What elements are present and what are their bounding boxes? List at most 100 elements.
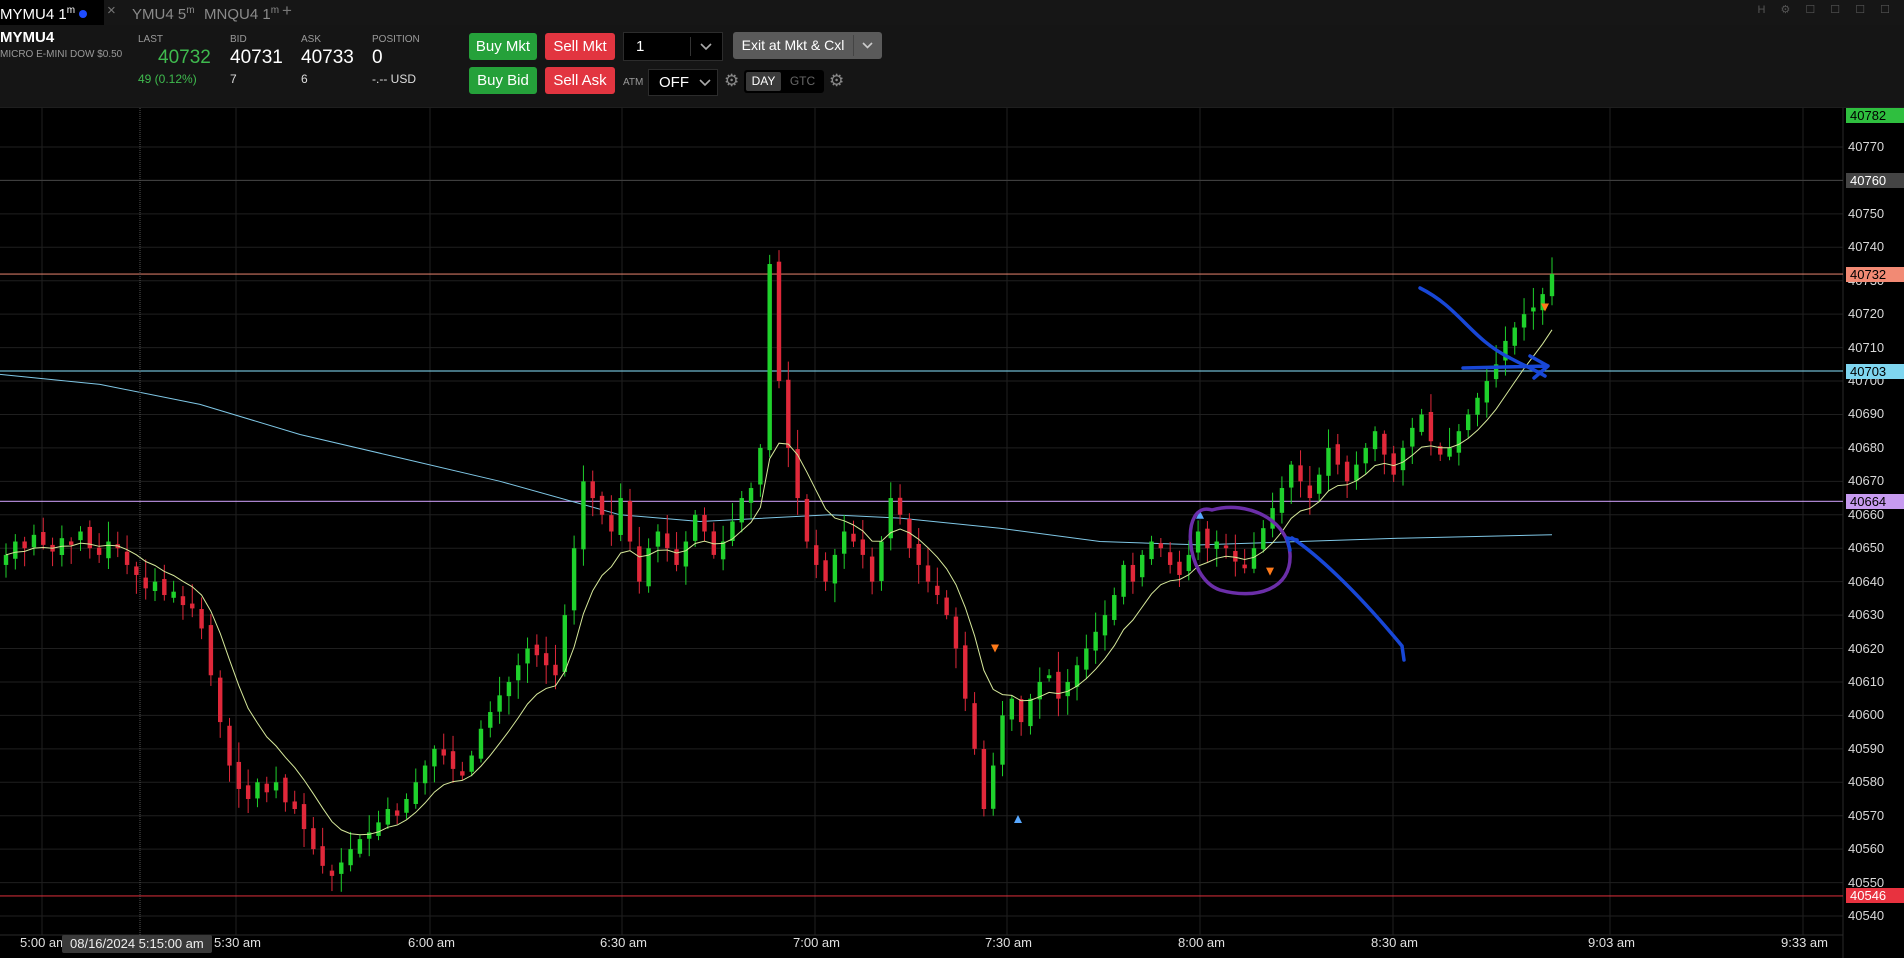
ask-price[interactable]: 40733 (301, 47, 354, 68)
tab-mnqu4-1m[interactable]: MNQU4 1m (204, 0, 279, 25)
candle-body-up (1065, 681, 1070, 697)
candle-body-up (1465, 414, 1471, 431)
window-controls[interactable]: H ⚙ ☐ ☐ ☐ ☐ (1757, 4, 1896, 16)
candle-body-down (907, 518, 912, 549)
tab-mymu4-1m[interactable]: MYMU4 1m (0, 0, 104, 25)
candle-body-down (1167, 552, 1173, 565)
ema-path (5, 329, 1553, 836)
candle-body-up (562, 615, 567, 672)
candle-body-down (804, 498, 810, 542)
candle-body-up (525, 648, 530, 664)
tif-settings-gear-icon[interactable]: ⚙ (829, 71, 845, 90)
vwap-path (0, 373, 1553, 546)
add-tab-icon[interactable]: + (282, 1, 292, 20)
price-level-tag[interactable]: 40760 (1846, 172, 1904, 188)
tif-gtc-button[interactable]: GTC (789, 74, 816, 88)
candle-body-up (618, 498, 623, 535)
buy-signal-marker (1014, 815, 1022, 824)
price-tick-label: 40750 (1848, 205, 1885, 221)
price-tick-label: 40660 (1848, 506, 1885, 522)
candle-body-down (264, 783, 269, 793)
candle-body-down (1233, 550, 1238, 562)
candle-body-down (916, 543, 921, 565)
candle-body-down (1344, 461, 1350, 482)
candle-body-down (143, 577, 148, 589)
time-tick-label: 9:33 am (1781, 935, 1828, 950)
price-tick-label: 40580 (1848, 774, 1885, 790)
price-tick-label: 40720 (1848, 306, 1885, 322)
candle-body-up (730, 521, 735, 541)
price-level-tag[interactable]: 40703 (1846, 363, 1904, 379)
instrument-symbol[interactable]: MYMU4 (0, 29, 55, 46)
candle-body-down (674, 549, 679, 565)
position-pl: -.-- USD (372, 72, 416, 86)
price-tick-label: 40550 (1848, 874, 1885, 890)
candle-body-up (78, 531, 83, 541)
candle-body-up (1102, 615, 1108, 636)
bid-price[interactable]: 40731 (230, 47, 283, 68)
price-tick-label: 40680 (1848, 439, 1885, 455)
candle-body-up (1493, 364, 1499, 380)
price-tick-label: 40710 (1848, 339, 1885, 355)
candle-body-up (478, 728, 484, 759)
candle-body-up (1289, 464, 1294, 488)
drawing-annotations[interactable] (1188, 286, 1550, 662)
candle-body-up (571, 548, 577, 611)
price-level-tag[interactable]: 40732 (1846, 266, 1904, 282)
candle-body-down (553, 664, 558, 676)
chevron-down-icon (690, 37, 712, 56)
candle-body-up (646, 548, 651, 587)
ask-label: ASK (301, 34, 322, 45)
price-tick-label: 40560 (1848, 841, 1885, 857)
candle-body-up (171, 591, 176, 598)
candle-body-down (227, 725, 232, 766)
candle-body-down (96, 547, 102, 555)
candle-body-up (841, 531, 847, 554)
candle-body-up (1121, 564, 1126, 597)
tab-bar: MYMU4 1m × YMU4 5m MNQU4 1m + H ⚙ ☐ ☐ ☐ … (0, 0, 1904, 25)
buy-signal-marker (1196, 510, 1204, 519)
quantity-value: 1 (636, 38, 645, 55)
buy-mkt-button[interactable]: Buy Mkt (469, 33, 537, 60)
sell-mkt-button[interactable]: Sell Mkt (545, 33, 615, 60)
price-chart[interactable] (0, 108, 1904, 958)
candle-body-up (1540, 294, 1545, 311)
atm-settings-gear-icon[interactable]: ⚙ (724, 71, 740, 90)
last-label: LAST (138, 34, 164, 45)
candle-body-down (981, 748, 987, 810)
price-tick-label: 40640 (1848, 573, 1885, 589)
atm-select[interactable]: OFF (648, 69, 718, 96)
time-tick-label: 8:00 am (1178, 935, 1225, 950)
candle-body-down (87, 526, 93, 549)
candle-body-up (1037, 681, 1042, 700)
candle-body-down (1242, 564, 1247, 569)
buy-bid-button[interactable]: Buy Bid (469, 67, 537, 94)
quantity-select[interactable]: 1 (623, 32, 723, 61)
tif-day-button[interactable]: DAY (746, 72, 781, 91)
chevron-down-icon[interactable] (853, 32, 882, 59)
blue-arrow-annotation (1285, 536, 1406, 662)
candle-body-up (832, 554, 838, 584)
chart-grid (0, 108, 1844, 958)
price-level-tag[interactable]: 40782 (1846, 108, 1904, 123)
tab-ymu4-5m[interactable]: YMU4 5m (132, 0, 195, 25)
time-tick-label: 7:00 am (793, 935, 840, 950)
vwap-line (0, 373, 1553, 546)
candle-body-down (814, 545, 819, 565)
sell-ask-button[interactable]: Sell Ask (545, 67, 615, 94)
candle-body-up (1372, 431, 1378, 450)
exit-at-mkt-cxl-button[interactable]: Exit at Mkt & Cxl (741, 37, 845, 53)
candle-body-up (1484, 381, 1490, 403)
candle-body-up (516, 665, 521, 681)
close-icon[interactable]: × (107, 2, 116, 19)
candle-body-down (1391, 453, 1396, 475)
price-level-tag[interactable]: 40546 (1846, 888, 1904, 904)
candle-body-up (1009, 698, 1015, 720)
candle-body-up (1046, 675, 1052, 679)
price-level-tag[interactable]: 40664 (1846, 493, 1904, 509)
candle-body-up (1326, 447, 1331, 476)
candle-body-up (1000, 715, 1005, 765)
candle-body-down (860, 539, 866, 555)
candle-body-up (404, 798, 409, 813)
time-tick-label: 5:30 am (214, 935, 261, 950)
